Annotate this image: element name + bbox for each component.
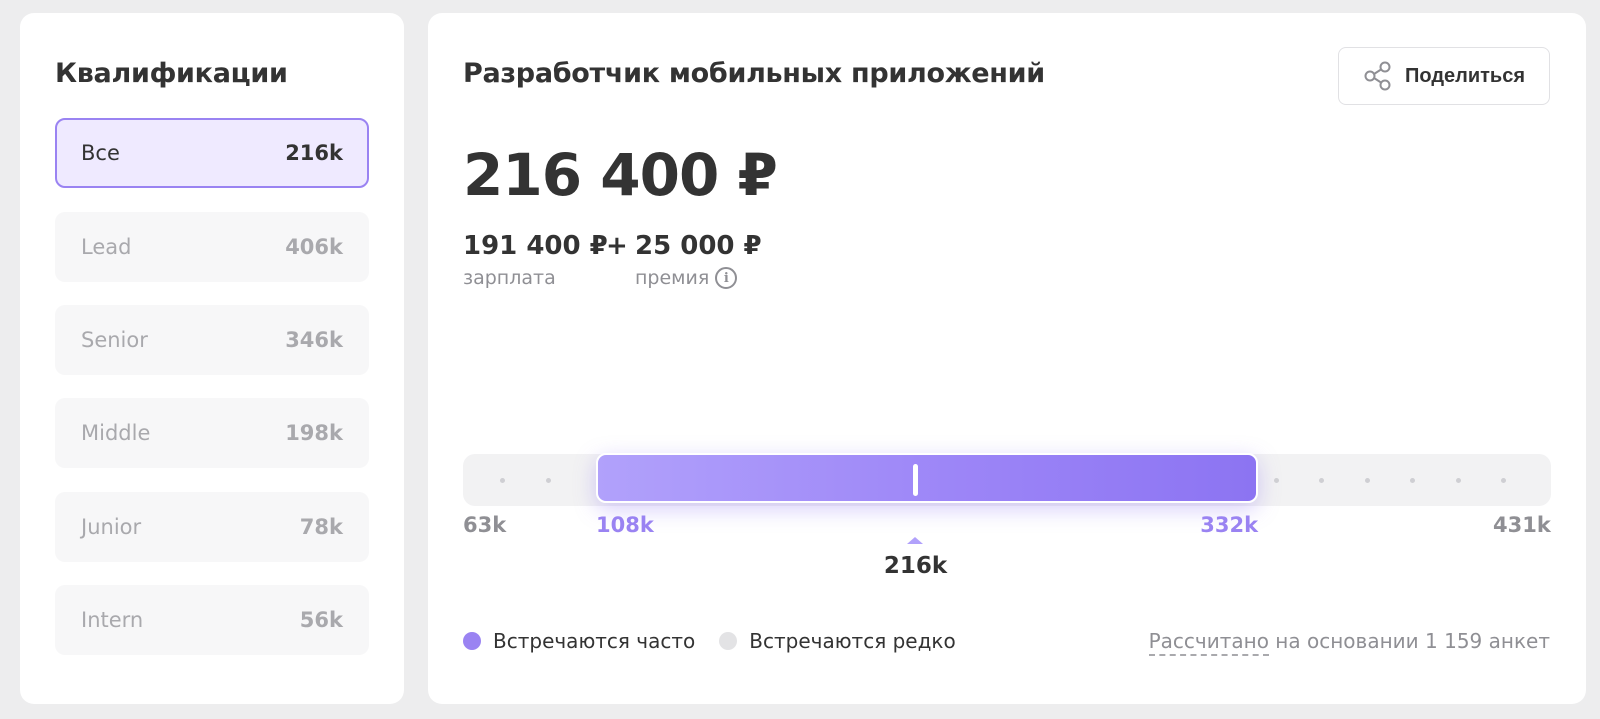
legend-rare: Встречаются редко: [719, 629, 956, 653]
plus-sign: +: [606, 231, 628, 261]
qualification-value: 56k: [299, 608, 343, 632]
bonus-value: 25 000 ₽: [635, 231, 762, 261]
salary-label: зарплата: [463, 267, 608, 289]
calculation-text: на основании 1 159 анкет: [1268, 629, 1550, 653]
qualification-name: Intern: [81, 608, 144, 632]
median-marker: [912, 464, 918, 496]
qualification-name: Lead: [81, 235, 132, 259]
salary-range-bar: [596, 453, 1259, 503]
qualification-value: 346k: [285, 328, 343, 352]
qualifications-panel: Квалификации Все 216k Lead 406k Senior 346k Mi…: [20, 13, 404, 704]
qualification-value: 198k: [285, 421, 343, 445]
range-min-label: 63k: [463, 513, 507, 537]
qualification-name: Senior: [81, 328, 148, 352]
bonus-label: премия i: [635, 267, 762, 289]
legend-frequent-label: Встречаются часто: [493, 629, 696, 653]
frequent-dot-icon: [463, 632, 481, 650]
track-dot: [1273, 478, 1279, 483]
rare-dot-icon: [719, 632, 738, 650]
job-title: Разработчик мобильных приложений: [463, 58, 1045, 89]
calculation-note: Рассчитано на основании 1 159 анкет: [1148, 629, 1550, 656]
qualification-item[interactable]: Intern 56k: [55, 585, 369, 655]
bonus-part: 25 000 ₽ премия i: [635, 231, 762, 289]
share-button[interactable]: Поделиться: [1338, 47, 1550, 105]
median-label: 216k: [883, 553, 948, 579]
qualification-value: 406k: [285, 235, 343, 259]
range-high-label: 332k: [1200, 513, 1259, 537]
share-label: Поделиться: [1404, 64, 1526, 87]
qualification-item[interactable]: Все 216k: [55, 118, 369, 188]
share-icon: [1364, 61, 1391, 91]
legend-rare-label: Встречаются редко: [749, 629, 956, 653]
qualification-name: Все: [81, 141, 120, 165]
salary-label-text: зарплата: [463, 267, 556, 289]
salary-value: 191 400 ₽: [463, 231, 608, 261]
median-arrow-icon: [907, 537, 924, 544]
track-dot: [1410, 478, 1415, 483]
info-icon[interactable]: i: [715, 267, 738, 289]
bonus-label-text: премия: [635, 267, 710, 289]
salary-part: 191 400 ₽ зарплата: [463, 231, 608, 289]
qualification-name: Junior: [81, 515, 142, 539]
legend-frequent: Встречаются часто: [463, 629, 695, 653]
salary-range-track: [463, 453, 1551, 506]
track-dot: [1364, 478, 1370, 483]
legend: Встречаются часто Встречаются редко: [463, 629, 956, 653]
track-dot: [1319, 478, 1324, 483]
qualification-item[interactable]: Junior 78k: [55, 492, 369, 562]
track-dot: [1455, 478, 1461, 483]
total-salary: 216 400 ₽: [463, 141, 778, 209]
track-dot: [1501, 478, 1506, 483]
qualification-value: 216k: [285, 141, 343, 165]
qualifications-title: Квалификации: [55, 58, 288, 89]
qualification-item[interactable]: Lead 406k: [55, 212, 369, 282]
range-low-label: 108k: [596, 513, 654, 537]
qualification-value: 78k: [299, 515, 343, 539]
range-max-label: 431k: [1493, 513, 1551, 537]
calculation-link[interactable]: Рассчитано: [1148, 629, 1269, 656]
qualification-item[interactable]: Senior 346k: [55, 305, 369, 375]
salary-panel: Разработчик мобильных приложений Поделит…: [428, 13, 1586, 704]
track-dot: [500, 478, 505, 483]
qualification-item[interactable]: Middle 198k: [55, 398, 369, 468]
track-dot: [545, 478, 551, 483]
qualification-name: Middle: [81, 421, 151, 445]
